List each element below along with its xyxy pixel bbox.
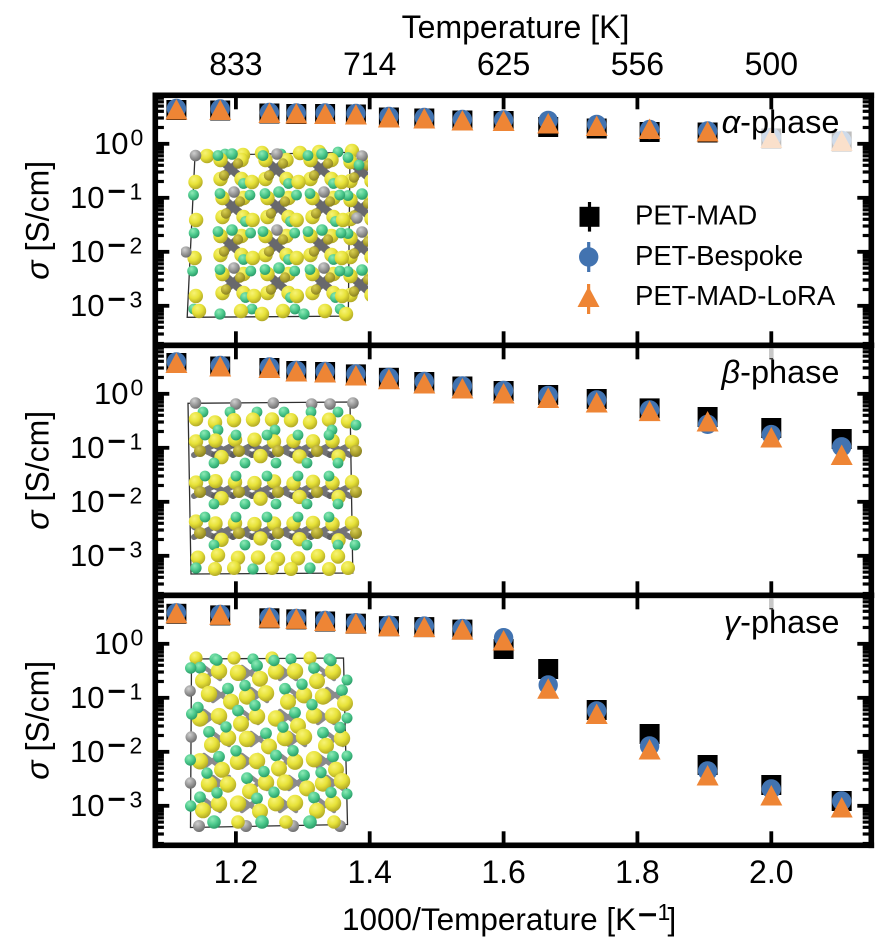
svg-text:10: 10 (70, 484, 104, 519)
svg-text:10: 10 (70, 288, 104, 323)
svg-text:10: 10 (94, 126, 128, 161)
svg-text:10: 10 (70, 538, 104, 573)
svg-text:PET-Bespoke: PET-Bespoke (635, 240, 803, 271)
svg-text:10: 10 (70, 734, 104, 769)
svg-text:PET-MAD-LoRA: PET-MAD-LoRA (635, 280, 836, 311)
svg-text:625: 625 (477, 46, 530, 82)
svg-text:714: 714 (343, 46, 396, 82)
svg-text:833: 833 (209, 46, 262, 82)
svg-text:1: 1 (658, 899, 671, 925)
svg-text:2: 2 (130, 483, 143, 509)
svg-text:1.2: 1.2 (214, 854, 258, 890)
svg-text:556: 556 (611, 46, 664, 82)
svg-text:0: 0 (131, 625, 144, 651)
svg-text:10: 10 (94, 376, 128, 411)
svg-text:2.0: 2.0 (749, 854, 793, 890)
svg-text:]: ] (668, 901, 677, 937)
svg-text:10: 10 (70, 430, 104, 465)
svg-text:10: 10 (70, 680, 104, 715)
svg-text:0: 0 (131, 375, 144, 401)
svg-text:2: 2 (130, 233, 143, 259)
svg-text:2: 2 (130, 733, 143, 759)
svg-text:σ [S/cm]: σ [S/cm] (20, 661, 56, 780)
svg-text:10: 10 (70, 180, 104, 215)
svg-text:500: 500 (745, 46, 798, 82)
svg-text:σ [S/cm]: σ [S/cm] (20, 411, 56, 530)
svg-text:1: 1 (130, 679, 143, 705)
svg-text:10: 10 (70, 788, 104, 823)
svg-text:3: 3 (130, 287, 143, 313)
svg-text:10: 10 (70, 234, 104, 269)
svg-text:Temperature [K]: Temperature [K] (402, 9, 630, 45)
svg-text:3: 3 (130, 537, 143, 563)
svg-text:α-phase: α-phase (722, 104, 840, 140)
svg-text:0: 0 (131, 125, 144, 151)
svg-text:1.8: 1.8 (615, 854, 659, 890)
svg-text:1000/Temperature [K: 1000/Temperature [K (342, 901, 636, 937)
svg-text:1: 1 (130, 429, 143, 455)
svg-text:β-phase: β-phase (721, 354, 840, 390)
svg-text:1: 1 (130, 179, 143, 205)
svg-text:PET-MAD: PET-MAD (635, 200, 757, 231)
svg-text:3: 3 (130, 787, 143, 813)
svg-text:10: 10 (94, 626, 128, 661)
svg-text:σ [S/cm]: σ [S/cm] (20, 161, 56, 280)
svg-text:γ-phase: γ-phase (724, 604, 840, 640)
svg-text:1.4: 1.4 (347, 854, 391, 890)
svg-text:1.6: 1.6 (481, 854, 525, 890)
